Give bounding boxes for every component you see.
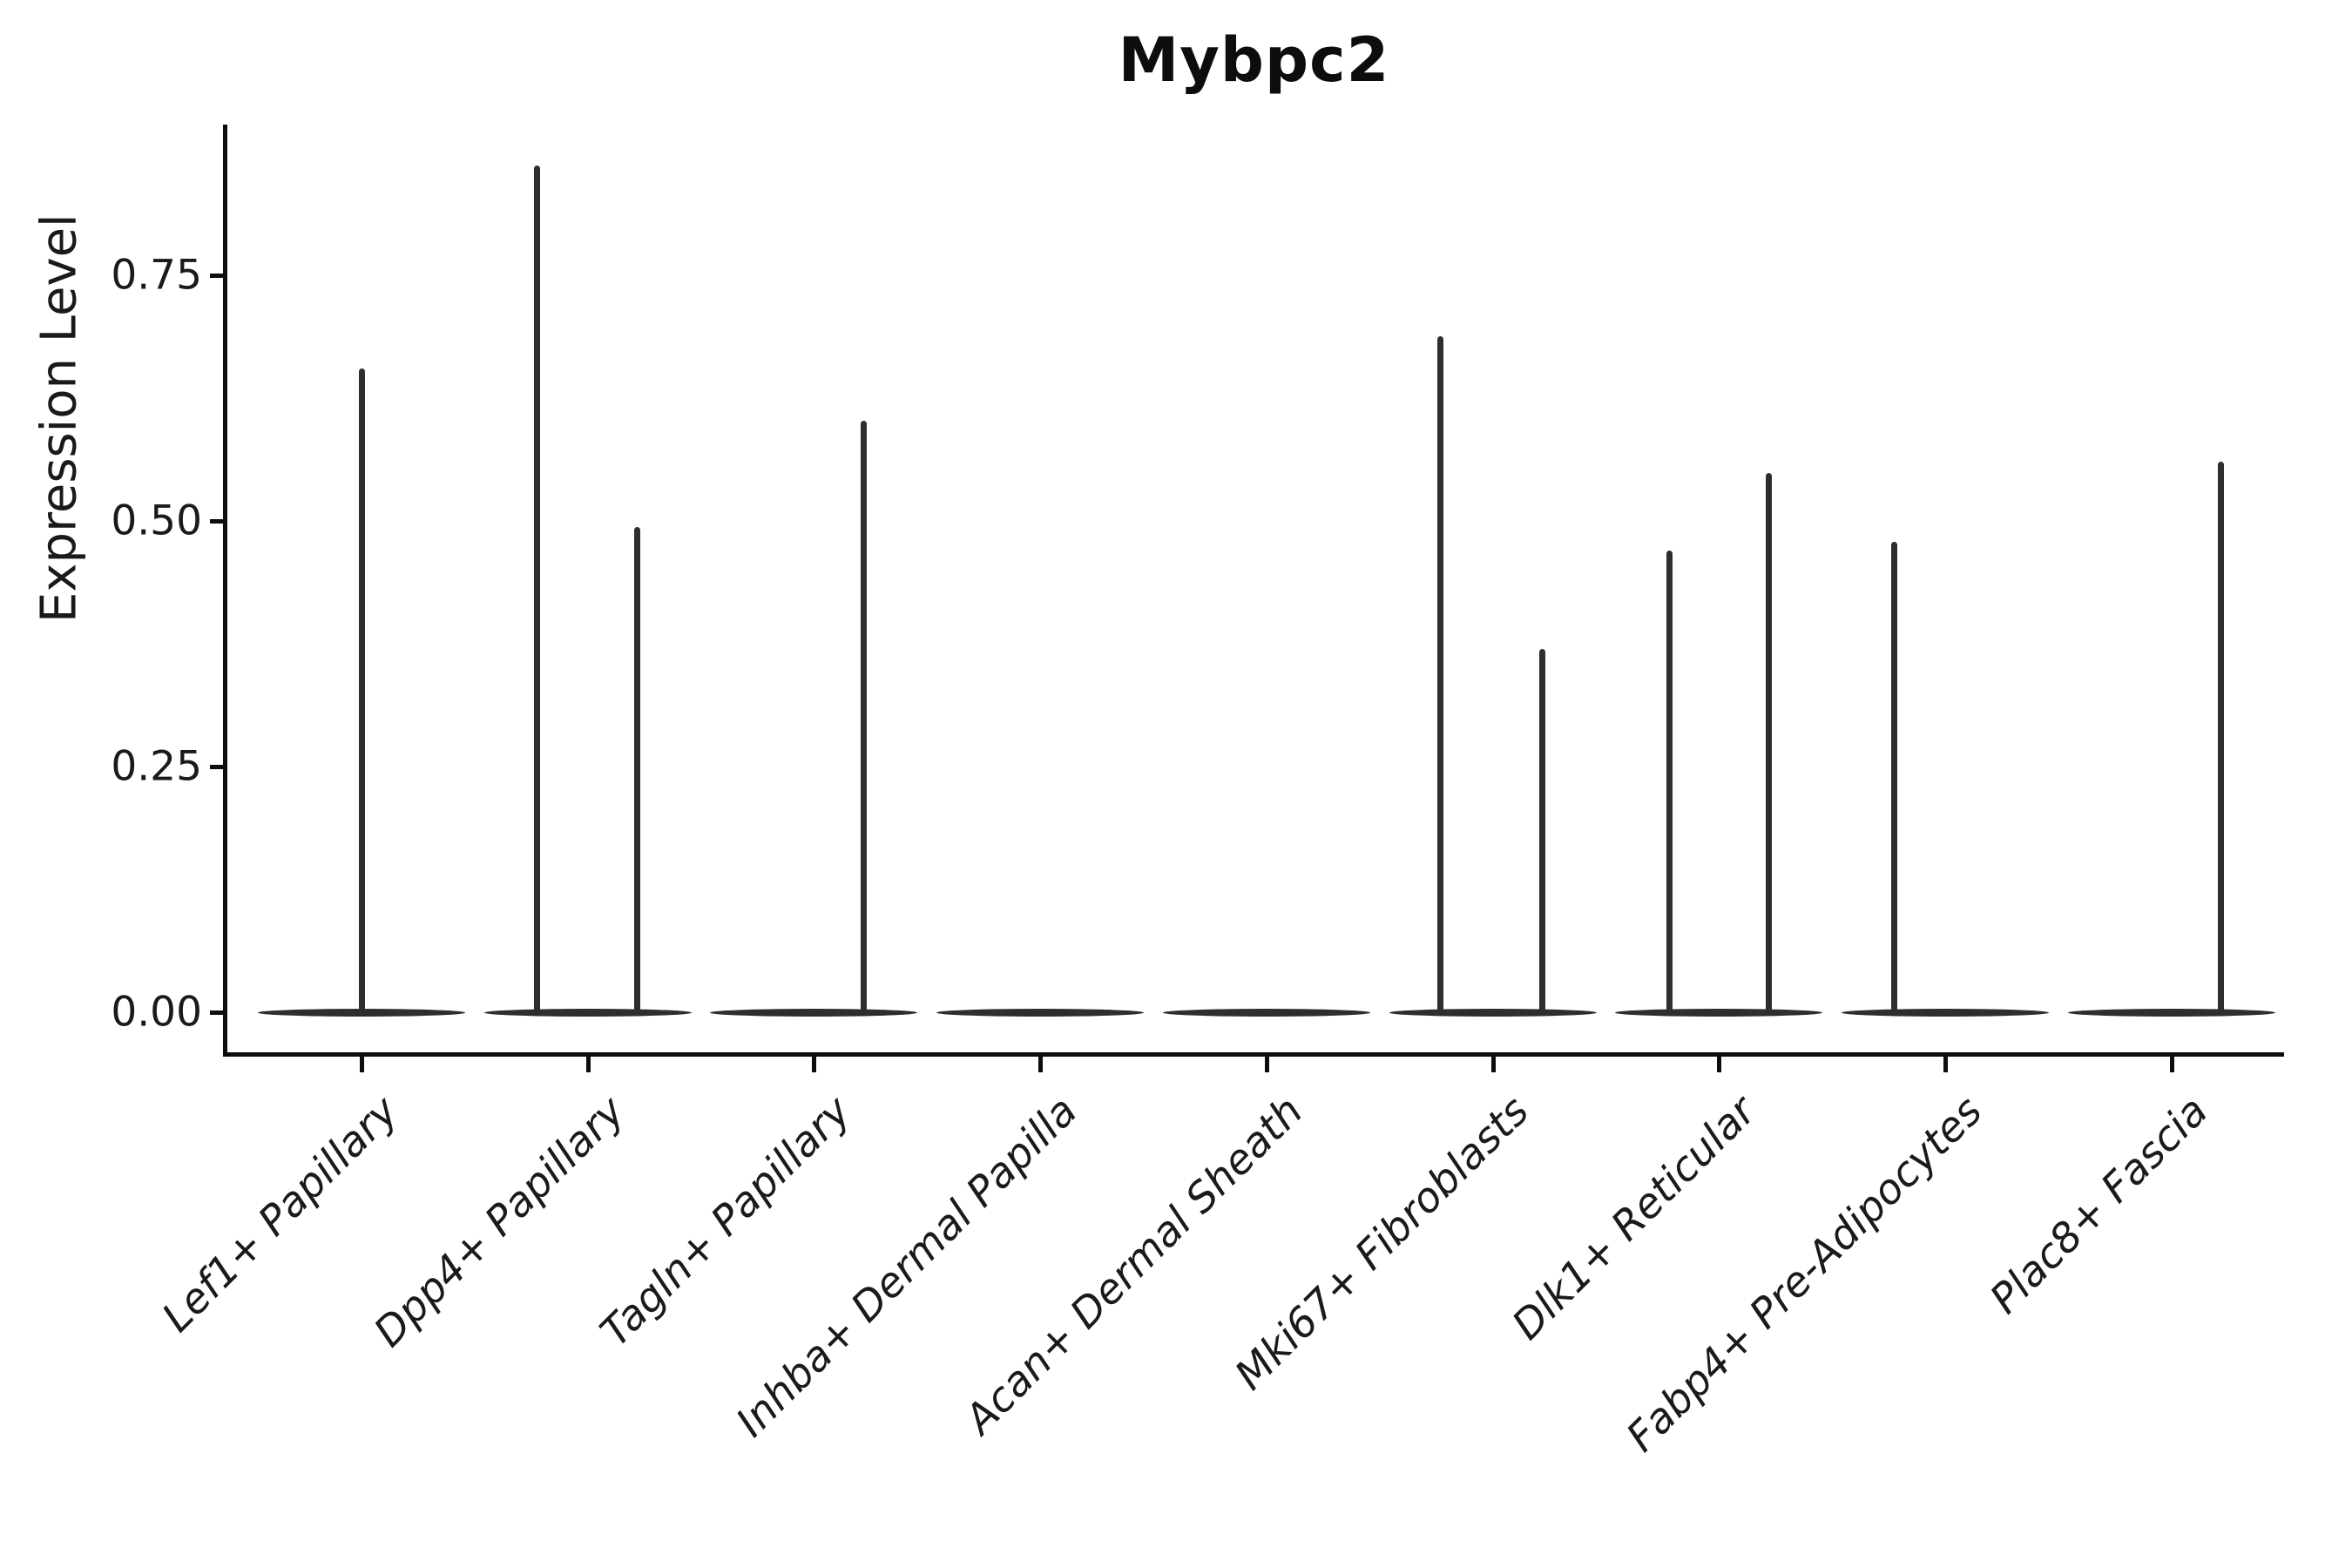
y-axis-tick-label: 0.25 [111, 742, 202, 791]
violin-spike [634, 526, 641, 1017]
violin-spike [1539, 648, 1546, 1017]
x-axis-tick-label: Fabp4+ Pre-Adipocytes [1617, 1087, 1991, 1462]
y-axis-tick [210, 274, 224, 278]
violin-baseline [710, 1008, 918, 1017]
y-axis-tick-label: 0.50 [111, 497, 202, 545]
violin-spike [1437, 335, 1444, 1017]
x-axis-tick [1490, 1057, 1496, 1072]
violin-spike [1890, 541, 1897, 1017]
x-axis-tick-label: Dlk1+ Reticular [1503, 1087, 1766, 1349]
x-axis-line [223, 1052, 2284, 1057]
violin-baseline [1162, 1008, 1370, 1017]
x-axis-tick [1943, 1057, 1948, 1072]
y-axis-tick [210, 765, 224, 769]
x-axis-tick-label: Tagln+ Papillary [591, 1087, 861, 1356]
violin-baseline [936, 1008, 1145, 1017]
violin-baseline [1615, 1008, 1823, 1017]
violin-spike [533, 165, 540, 1017]
x-axis-tick [1717, 1057, 1722, 1072]
violin-spike [2218, 462, 2225, 1017]
y-axis-tick [210, 519, 224, 524]
y-axis-line [223, 125, 227, 1057]
violin-baseline [2067, 1008, 2275, 1017]
x-axis-tick [1264, 1057, 1269, 1072]
y-axis-tick-label: 0.00 [111, 988, 202, 1037]
violin-baseline [1389, 1008, 1597, 1017]
y-axis-title: Expression Level [30, 213, 88, 623]
x-axis-tick-label: Dpp4+ Papillary [364, 1087, 634, 1357]
violin-spike [358, 368, 365, 1017]
x-axis-tick-label: Lef1+ Papillary [152, 1087, 408, 1342]
x-axis-tick [360, 1057, 364, 1072]
x-axis-tick-label: Plac8+ Fascia [1981, 1087, 2218, 1324]
violin-spike [1666, 550, 1673, 1017]
x-axis-tick [585, 1057, 591, 1072]
violin-spike [861, 420, 868, 1017]
x-axis-tick [812, 1057, 817, 1072]
y-axis-tick [210, 1010, 224, 1015]
y-axis-tick-label: 0.75 [111, 251, 202, 300]
violin-baseline [483, 1008, 692, 1017]
violin-spike [1765, 472, 1772, 1017]
x-axis-tick [1038, 1057, 1044, 1072]
violin-baseline [1841, 1008, 2049, 1017]
x-axis-tick [2169, 1057, 2174, 1072]
chart-title: Mybpc2 [1118, 24, 1390, 96]
